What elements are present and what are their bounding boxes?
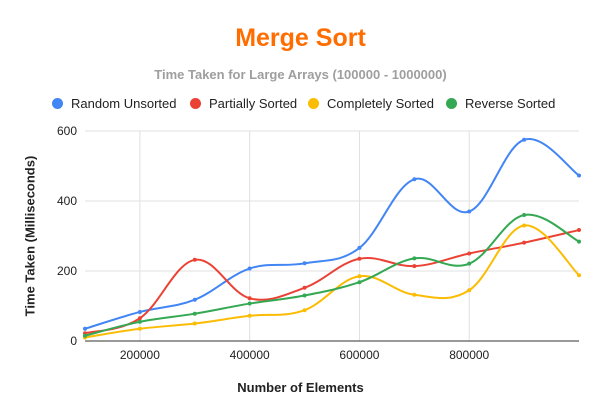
data-point-partially-sorted [522, 240, 527, 245]
data-point-completely-sorted [577, 273, 581, 278]
data-point-completely-sorted [522, 223, 527, 228]
x-tick-label: 600000 [339, 348, 379, 362]
data-point-reverse-sorted [192, 311, 197, 316]
data-point-partially-sorted [412, 264, 417, 269]
data-point-random-unsorted [357, 245, 362, 250]
y-tick-label: 0 [70, 334, 77, 348]
data-point-partially-sorted [192, 257, 197, 262]
chart-title: Merge Sort [235, 24, 366, 52]
legend-dot-icon [446, 98, 457, 109]
x-tick-label: 400000 [230, 348, 270, 362]
data-point-reverse-sorted [412, 256, 417, 261]
data-point-reverse-sorted [83, 333, 87, 338]
legend-item-completely-sorted[interactable]: Completely Sorted [308, 96, 434, 111]
data-point-completely-sorted [247, 313, 252, 318]
y-tick-label: 600 [57, 124, 77, 138]
y-axis-label: Time Taken (Milliseconds) [22, 155, 38, 317]
data-point-completely-sorted [302, 308, 307, 313]
data-point-random-unsorted [302, 261, 307, 266]
data-point-random-unsorted [412, 177, 417, 182]
data-point-reverse-sorted [522, 213, 527, 217]
data-point-partially-sorted [467, 251, 472, 256]
series-line-reverse-sorted [84, 213, 580, 337]
data-point-partially-sorted [302, 285, 307, 290]
data-point-random-unsorted [137, 309, 142, 314]
data-point-random-unsorted [577, 173, 581, 178]
data-point-completely-sorted [467, 288, 472, 293]
legend-item-random-unsorted[interactable]: Random Unsorted [52, 96, 177, 111]
legend-item-partially-sorted[interactable]: Partially Sorted [190, 96, 297, 111]
chart-subtitle: Time Taken for Large Arrays (100000 - 10… [154, 67, 447, 82]
data-point-reverse-sorted [577, 239, 581, 244]
legend-dot-icon [52, 98, 63, 109]
data-point-completely-sorted [412, 292, 417, 297]
data-point-reverse-sorted [467, 261, 472, 266]
x-tick-label: 200000 [120, 348, 160, 362]
data-point-random-unsorted [467, 209, 472, 214]
legend: Random Unsorted Partially Sorted Complet… [0, 96, 601, 112]
x-tick-label: 800000 [449, 348, 489, 362]
data-point-partially-sorted [357, 256, 362, 261]
data-point-random-unsorted [83, 326, 87, 331]
data-point-completely-sorted [357, 274, 362, 279]
legend-dot-icon [190, 98, 201, 109]
legend-item-reverse-sorted[interactable]: Reverse Sorted [446, 96, 555, 111]
legend-dot-icon [308, 98, 319, 109]
series-line-random-unsorted [84, 138, 580, 330]
data-point-partially-sorted [577, 228, 581, 233]
x-axis-label: Number of Elements [237, 380, 364, 395]
legend-label: Partially Sorted [209, 96, 298, 111]
data-point-partially-sorted [247, 296, 252, 301]
data-point-random-unsorted [522, 137, 527, 142]
legend-label: Random Unsorted [71, 96, 177, 111]
data-point-partially-sorted [137, 316, 142, 321]
data-point-completely-sorted [192, 321, 197, 326]
data-point-reverse-sorted [357, 280, 362, 285]
series-line-completely-sorted [84, 224, 580, 339]
data-point-random-unsorted [192, 297, 197, 302]
data-point-reverse-sorted [302, 293, 307, 298]
legend-label: Reverse Sorted [465, 96, 556, 111]
y-tick-label: 400 [57, 194, 77, 208]
series-line-partially-sorted [84, 229, 580, 335]
data-point-random-unsorted [247, 266, 252, 271]
data-point-completely-sorted [137, 326, 142, 331]
y-tick-label: 200 [57, 264, 77, 278]
data-point-reverse-sorted [247, 301, 252, 306]
data-point-reverse-sorted [137, 319, 142, 324]
legend-label: Completely Sorted [327, 96, 434, 111]
